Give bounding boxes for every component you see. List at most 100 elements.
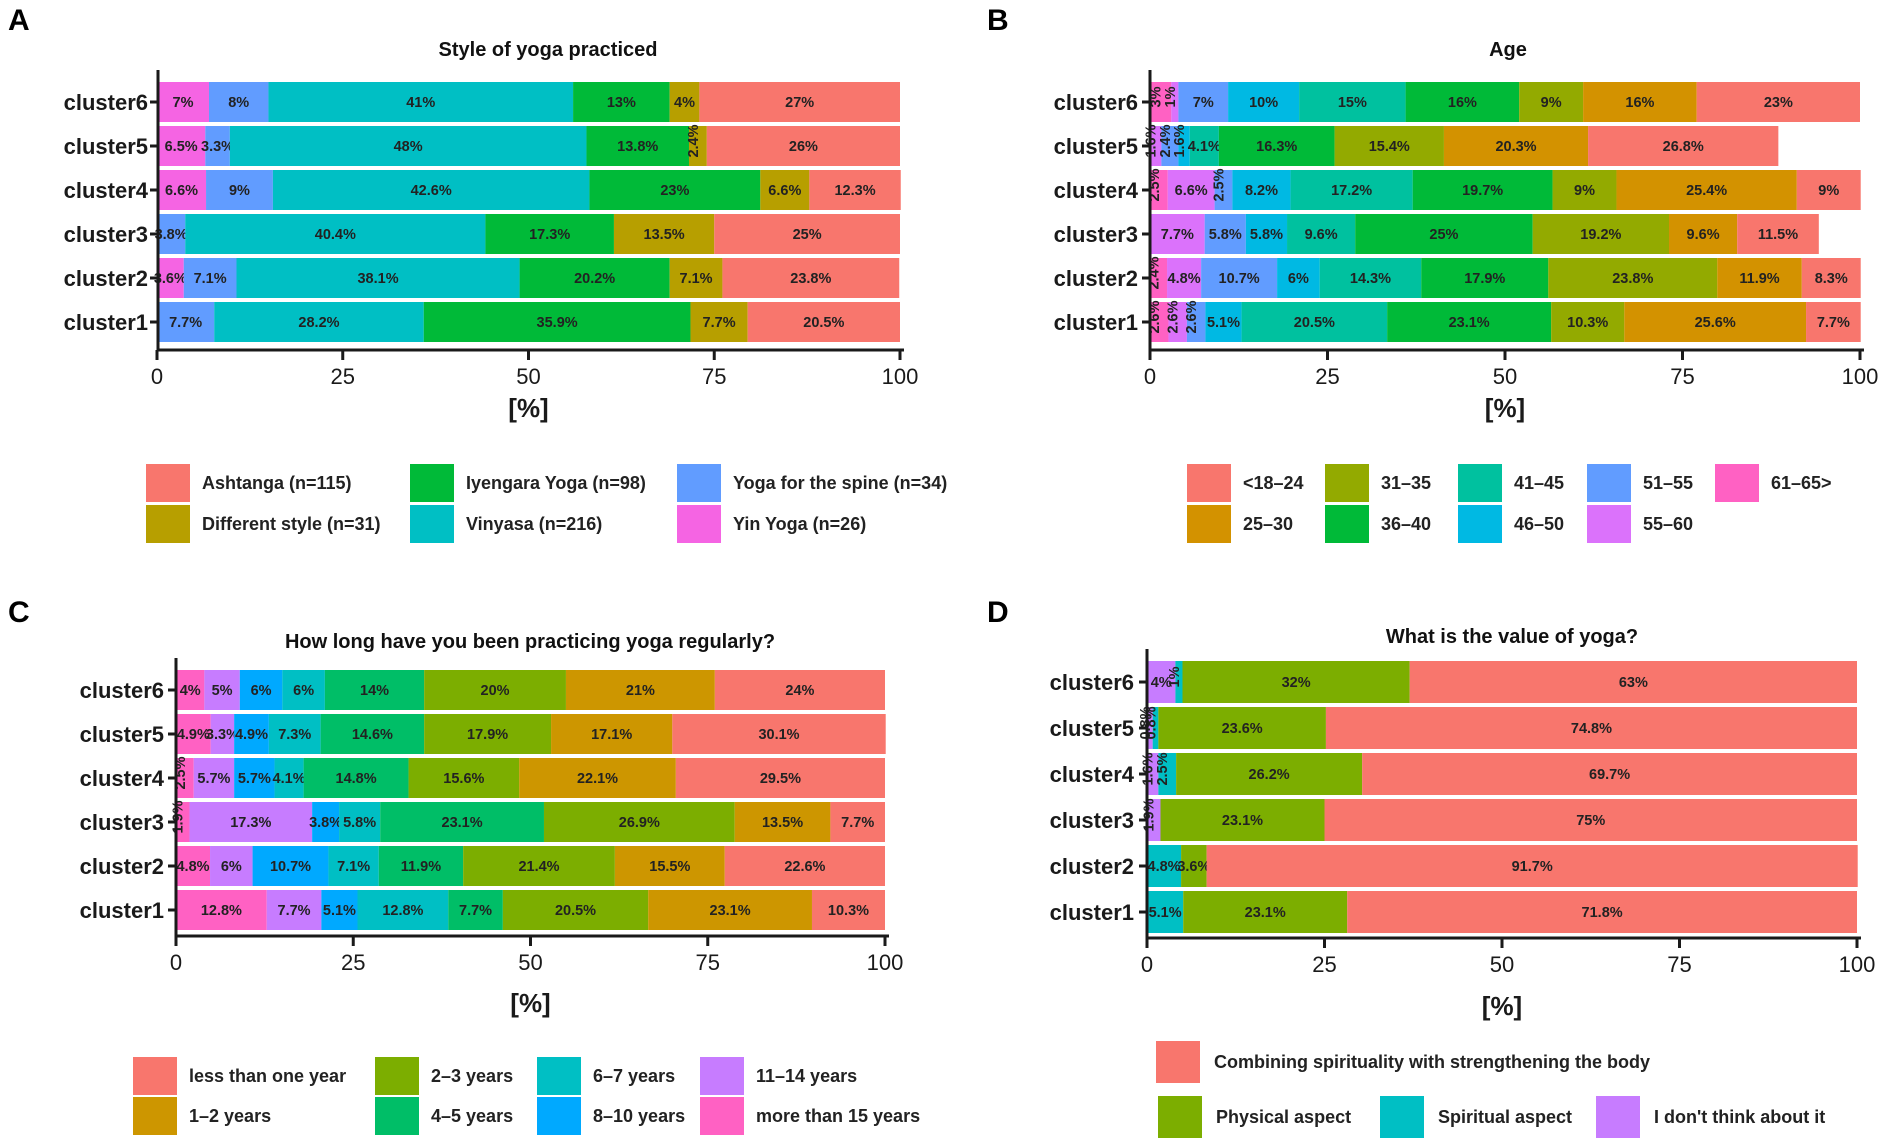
data-label: 7.7% [841,815,874,831]
data-label: 23% [1764,95,1793,111]
data-label: 4% [1151,675,1172,691]
category-label: cluster5 [64,134,148,159]
x-tick-label: 25 [1312,952,1336,977]
legend-label: Different style (n=31) [202,514,381,534]
data-label: 13.5% [644,227,685,243]
legend-label: 31–35 [1381,473,1431,493]
bar-segment [1171,82,1179,122]
x-tick-label: 75 [702,364,726,389]
bar-segment [690,302,748,342]
data-label: 17.3% [529,227,570,243]
legend-swatch [677,464,721,502]
data-label: 2.6% [1166,300,1182,333]
bar-segment [1161,126,1179,166]
legend-swatch [1596,1096,1640,1138]
bar-segment [1616,170,1797,210]
data-label: 5% [212,683,233,699]
bar-segment [312,802,340,842]
data-label: 25.6% [1695,315,1736,331]
bar-segment [722,258,900,298]
bar-segment [1147,845,1182,887]
bar-segment [669,82,700,122]
data-label: 15% [1338,95,1367,111]
bar-segment [378,846,464,886]
legend-swatch [1458,505,1502,543]
data-label: 10.7% [270,859,311,875]
bar-segment [699,82,900,122]
data-label: 23.1% [1245,905,1286,921]
data-label: 5.1% [1149,905,1182,921]
data-label: 7.7% [169,315,202,331]
bar-segment [1443,126,1589,166]
bar-segment [1204,214,1246,254]
data-label: 2.5% [1211,168,1227,201]
bar-segment [1150,170,1168,210]
category-label: cluster1 [1054,310,1138,335]
bar-segment [1287,214,1356,254]
bar-segment [1324,799,1857,841]
data-label: 8.2% [1245,183,1278,199]
legend-label: 61–65> [1771,473,1832,493]
bar-segment [688,126,707,166]
bar-segment [157,258,184,298]
bar-segment [266,890,322,930]
x-tick-label: 0 [1141,952,1153,977]
data-label: 7.7% [1817,315,1850,331]
legend-swatch [1325,464,1369,502]
bar-segment [303,758,409,798]
bar-segment [380,802,544,842]
data-label: 20% [481,683,510,699]
legend-swatch [537,1097,581,1135]
legend-label: 2–3 years [431,1066,513,1086]
bar-segment [206,170,273,210]
data-label: 3.3% [206,727,239,743]
bar-segment [176,890,267,930]
data-label: 12.8% [382,903,423,919]
data-label: 63% [1619,675,1648,691]
data-label: 2.4% [686,124,702,157]
bar-segment [1548,258,1718,298]
bar-segment [236,258,520,298]
category-label: cluster5 [1054,134,1138,159]
data-label: 20.3% [1495,139,1536,155]
legend-swatch [1158,1096,1202,1138]
bar-segment [210,714,235,754]
chart-title: Age [1489,39,1527,61]
bar-segment [1160,799,1325,841]
bar-segment [1421,258,1549,298]
bar-segment [1347,891,1857,933]
x-axis-title: [%] [508,393,548,423]
bar-segment [1176,753,1363,795]
category-label: cluster3 [1050,808,1134,833]
chart-title: What is the value of yoga? [1386,626,1638,648]
data-label: 2.5% [1155,752,1171,785]
bar-segment [1245,214,1288,254]
bar-segment [204,670,240,710]
data-label: 6% [1288,271,1309,287]
bar-segment [1737,214,1819,254]
bar-segment [282,670,325,710]
bar-segment [214,302,424,342]
bar-segment [1669,214,1738,254]
data-label: 35.9% [537,315,578,331]
bar-segment [1175,661,1183,703]
legend-swatch [1380,1096,1424,1138]
category-label: cluster5 [1050,716,1134,741]
data-label: 17.9% [467,727,508,743]
data-label: 7% [173,95,194,111]
bar-segment [1319,258,1422,298]
bar-segment [357,890,449,930]
x-tick-label: 50 [1490,952,1514,977]
data-label: 1.6% [1172,124,1188,157]
bar-segment [724,846,885,886]
bar-segment [543,802,735,842]
data-label: 22.1% [577,771,618,787]
data-label: 7% [1193,95,1214,111]
bar-segment [1147,753,1159,795]
bar-segment [1583,82,1697,122]
legend-swatch [1715,464,1759,502]
legend-swatch [410,464,454,502]
x-axis-title: [%] [1482,991,1522,1021]
legend-label: Ashtanga (n=115) [202,473,352,493]
data-label: 3% [1149,86,1165,107]
